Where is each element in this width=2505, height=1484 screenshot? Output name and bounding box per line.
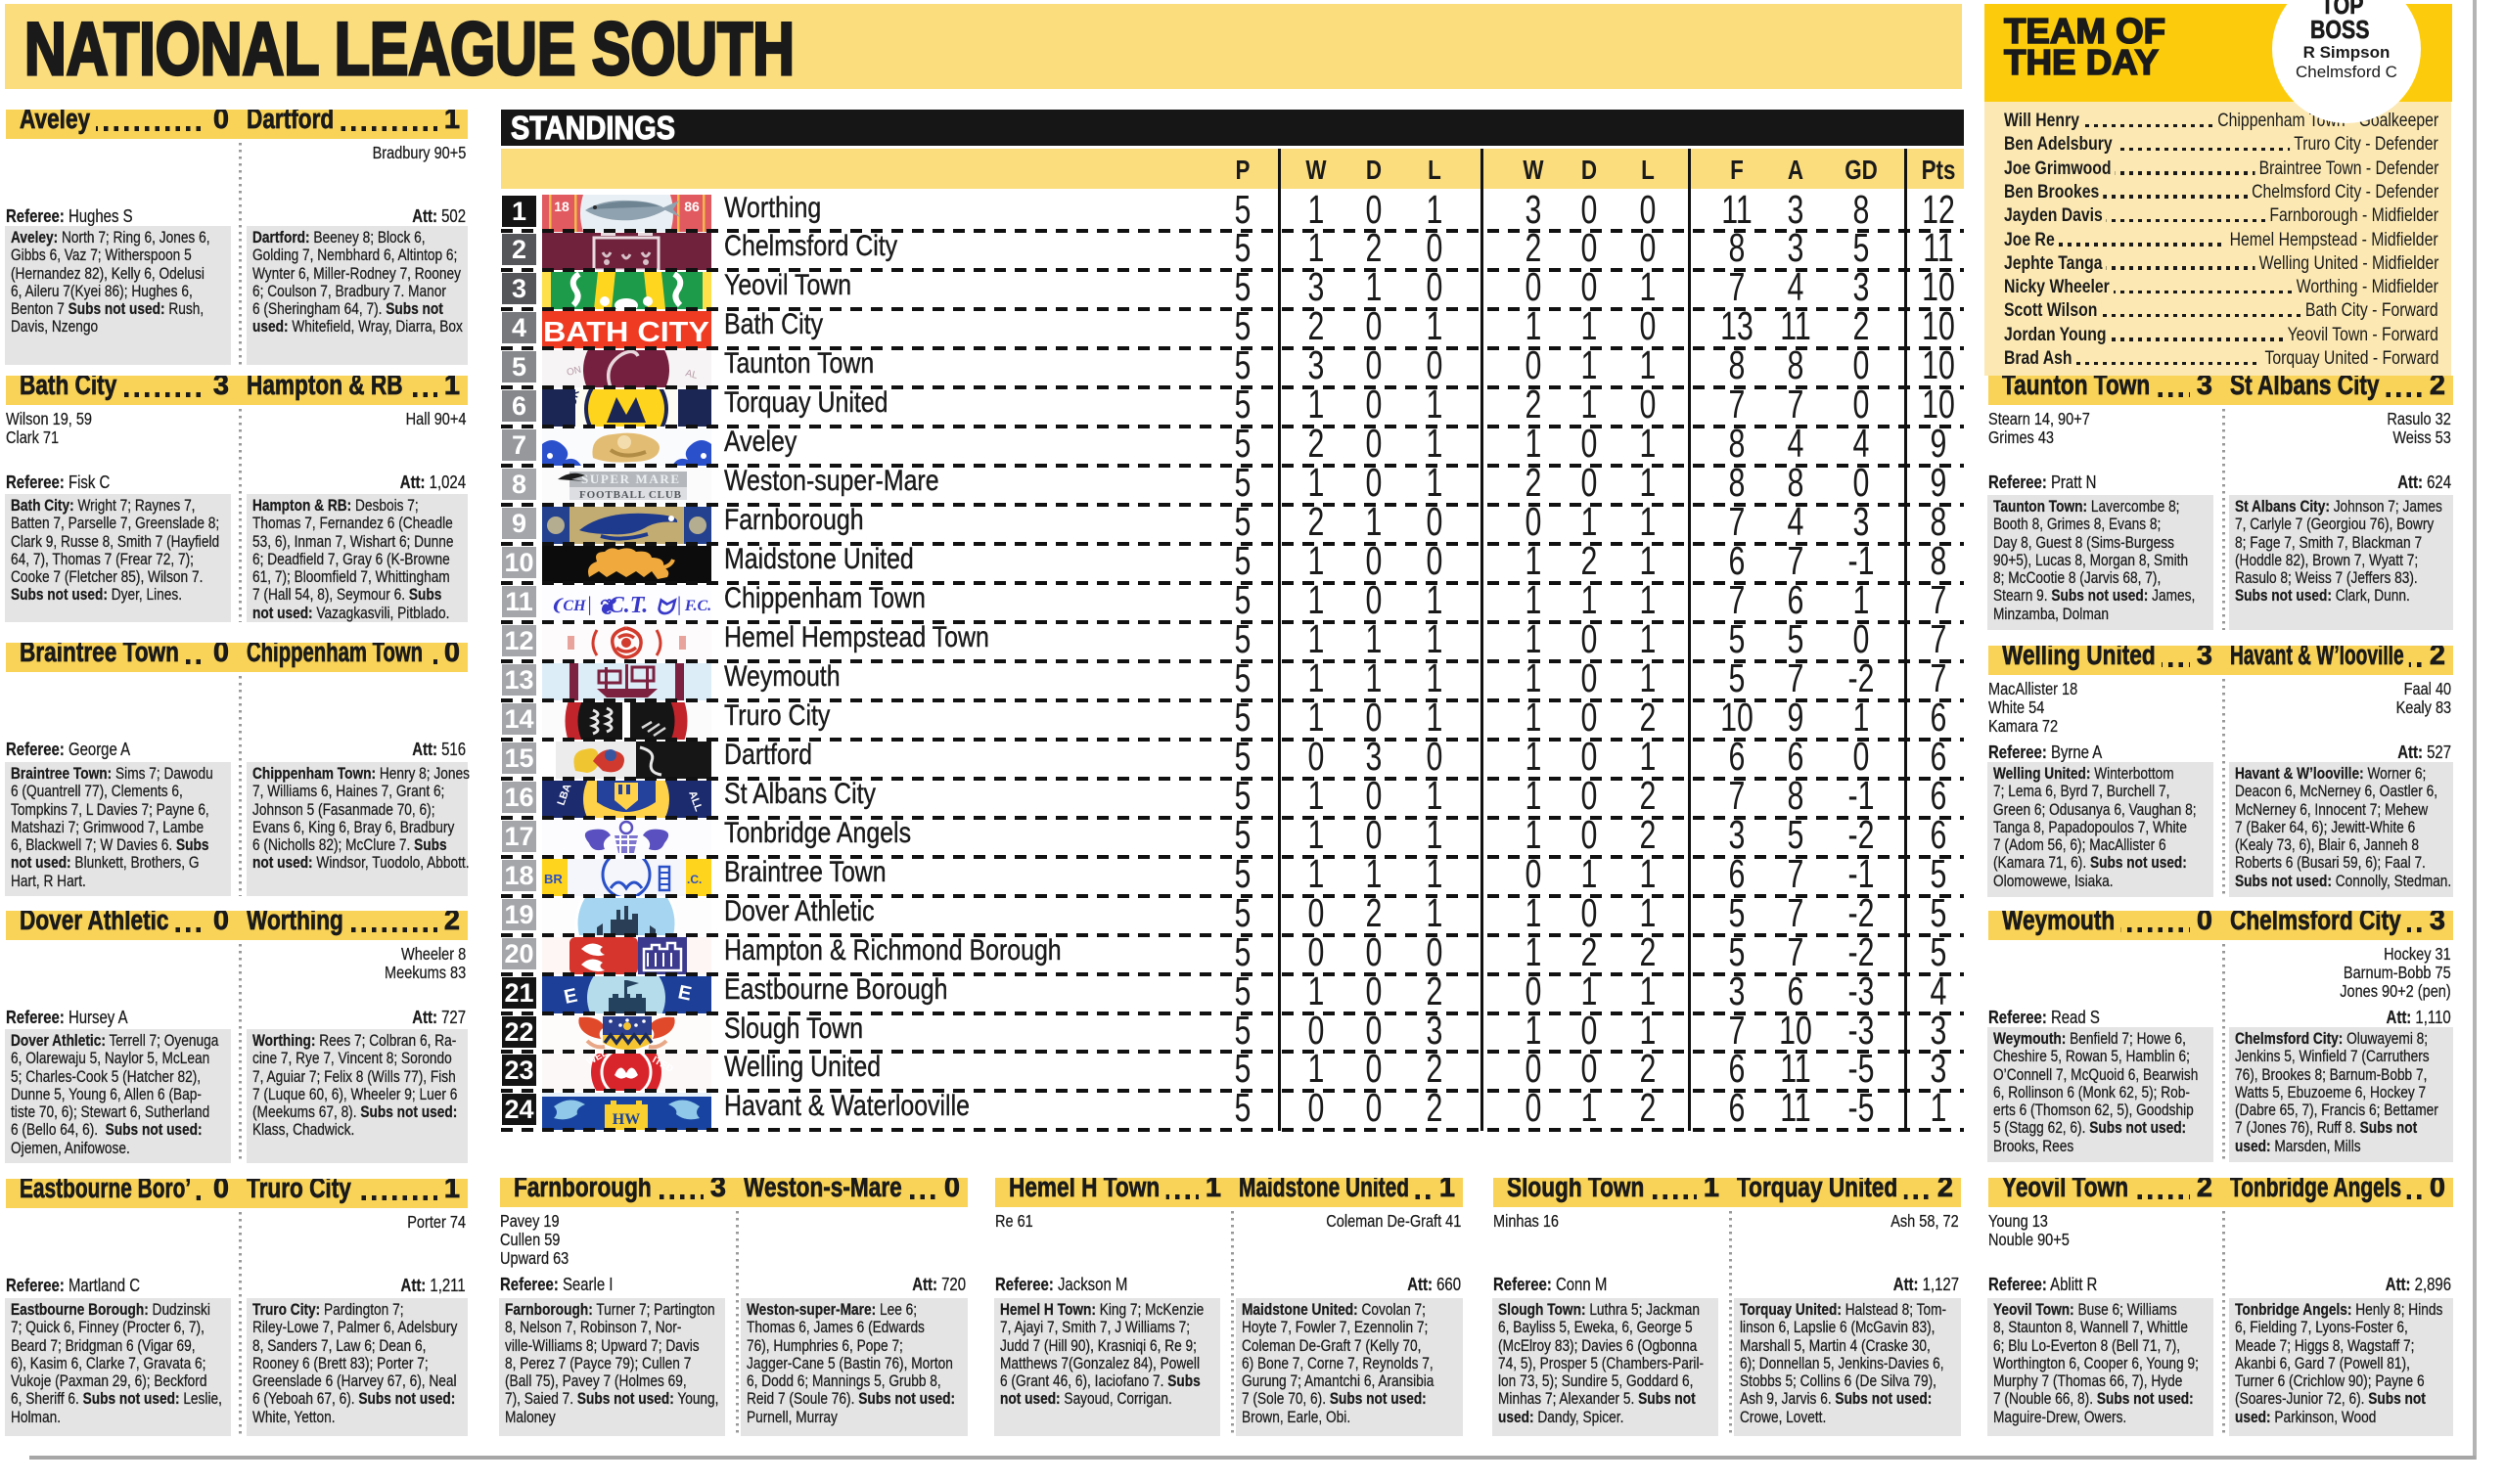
svg-text:TOR: TOR xyxy=(565,389,582,414)
svg-text:❦: ❦ xyxy=(597,595,616,619)
svg-text:│F.C.❩: │F.C.❩ xyxy=(675,596,711,615)
svg-text:ED: ED xyxy=(677,401,693,419)
svg-text:FOOTBALL CLUB: FOOTBALL CLUB xyxy=(579,489,682,501)
svg-text:BR: BR xyxy=(544,872,563,886)
svg-text:ᗢ: ᗢ xyxy=(656,595,677,619)
svg-text:TEAM OF: TEAM OF xyxy=(2004,11,2165,51)
svg-text:BATH CITY: BATH CITY xyxy=(543,317,709,348)
svg-text:STANDINGS: STANDINGS xyxy=(511,110,675,146)
svg-text:HW: HW xyxy=(613,1111,640,1128)
svg-text:.C.: .C. xyxy=(687,873,702,886)
svg-text:SUPER MARE: SUPER MARE xyxy=(581,472,679,486)
svg-text:NATIONAL LEAGUE SOUTH: NATIONAL LEAGUE SOUTH xyxy=(24,8,795,91)
svg-text:ON: ON xyxy=(566,365,582,379)
svg-text:C.T.: C.T. xyxy=(609,593,648,618)
svg-text:E: E xyxy=(562,984,579,1008)
svg-text:E: E xyxy=(676,981,694,1005)
svg-text:18: 18 xyxy=(554,199,569,214)
svg-text:86: 86 xyxy=(684,199,700,214)
svg-text:AL: AL xyxy=(684,369,699,382)
svg-text:❨CH│: ❨CH│ xyxy=(550,596,595,615)
svg-text:THE DAY: THE DAY xyxy=(2004,42,2159,82)
